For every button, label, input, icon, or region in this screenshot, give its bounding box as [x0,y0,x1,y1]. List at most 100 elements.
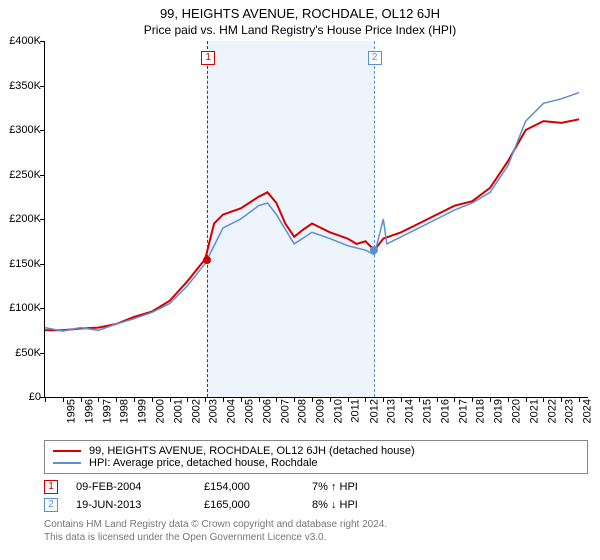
figure: 99, HEIGHTS AVENUE, ROCHDALE, OL12 6JH P… [0,0,600,560]
chart-title: 99, HEIGHTS AVENUE, ROCHDALE, OL12 6JH [0,0,600,21]
footer-line: This data is licensed under the Open Gov… [44,531,588,544]
x-tick [134,397,135,402]
event-table: 1 09-FEB-2004 £154,000 7% ↑ HPI 2 19-JUN-2013… [44,480,588,512]
x-tick [259,397,260,402]
event-number-box: 2 [44,498,58,512]
x-tick [170,397,171,402]
x-tick-label: 2009 [315,399,327,423]
event-dot [370,246,378,254]
x-tick [508,397,509,402]
y-tick [40,219,45,220]
event-dot [203,256,211,264]
x-tick [472,397,473,402]
y-tick [40,264,45,265]
x-tick-label: 1995 [65,399,77,423]
x-tick [294,397,295,402]
x-tick [383,397,384,402]
legend-row: 99, HEIGHTS AVENUE, ROCHDALE, OL12 6JH (… [53,445,579,457]
x-tick [561,397,562,402]
x-tick-label: 2015 [422,399,434,423]
x-tick-label: 2019 [493,399,505,423]
x-tick [348,397,349,402]
x-tick [312,397,313,402]
x-tick-label: 2021 [528,399,540,423]
x-tick [365,397,366,402]
y-tick [40,130,45,131]
series-line [45,93,579,332]
line-plot-svg [45,41,588,397]
legend-swatch [53,450,81,452]
x-tick-label: 2011 [350,399,362,423]
x-tick-label: 2008 [297,399,309,423]
x-tick [223,397,224,402]
x-tick-label: 2003 [208,399,220,423]
y-tick [40,175,45,176]
event-row: 2 19-JUN-2013 £165,000 8% ↓ HPI [44,498,588,512]
x-tick-label: 2022 [546,399,558,423]
x-tick [437,397,438,402]
footer-line: Contains HM Land Registry data © Crown c… [44,518,588,531]
x-tick [241,397,242,402]
event-marker-box: 1 [201,51,215,65]
x-tick-label: 2013 [386,399,398,423]
legend-label: 99, HEIGHTS AVENUE, ROCHDALE, OL12 6JH (… [89,445,415,457]
x-tick-label: 2016 [439,399,451,423]
series-line [45,119,579,330]
event-price: £165,000 [204,499,294,511]
x-tick-label: 2000 [155,399,167,423]
x-tick [276,397,277,402]
chart-subtitle: Price paid vs. HM Land Registry's House … [0,21,600,41]
x-tick-label: 2005 [244,399,256,423]
x-tick-label: 2010 [333,399,345,423]
event-row: 1 09-FEB-2004 £154,000 7% ↑ HPI [44,480,588,494]
x-tick [579,397,580,402]
x-tick-label: 2007 [279,399,291,423]
legend-label: HPI: Average price, detached house, Roch… [89,457,318,469]
y-tick [40,308,45,309]
y-tick [40,41,45,42]
x-tick [45,397,46,402]
x-tick-label: 2006 [261,399,273,423]
x-tick-label: 1999 [137,399,149,423]
x-tick-label: 2017 [457,399,469,423]
x-tick-label: 2004 [226,399,238,423]
event-price: £154,000 [204,481,294,493]
x-tick [205,397,206,402]
x-tick [152,397,153,402]
x-tick-label: 2012 [368,399,380,423]
event-number-box: 1 [44,480,58,494]
x-tick [490,397,491,402]
footer-attribution: Contains HM Land Registry data © Crown c… [44,518,588,544]
x-tick-label: 2001 [172,399,184,423]
x-tick [187,397,188,402]
y-tick [40,86,45,87]
legend-row: HPI: Average price, detached house, Roch… [53,457,579,469]
x-tick-label: 2020 [511,399,523,423]
event-delta: 7% ↑ HPI [312,481,358,493]
x-tick [543,397,544,402]
event-line [374,41,375,397]
event-line [207,41,208,397]
event-delta: 8% ↓ HPI [312,499,358,511]
x-tick-label: 2018 [475,399,487,423]
x-tick [401,397,402,402]
x-tick-label: 2024 [582,399,594,423]
x-tick [526,397,527,402]
x-tick [98,397,99,402]
x-tick [81,397,82,402]
legend-box: 99, HEIGHTS AVENUE, ROCHDALE, OL12 6JH (… [44,440,588,474]
event-date: 09-FEB-2004 [76,481,186,493]
y-tick [40,353,45,354]
event-date: 19-JUN-2013 [76,499,186,511]
x-tick-label: 2002 [190,399,202,423]
x-tick [419,397,420,402]
x-tick [330,397,331,402]
x-tick-label: 1997 [101,399,113,423]
x-tick-label: 1998 [119,399,131,423]
legend-swatch [53,462,81,464]
x-tick [63,397,64,402]
event-marker-box: 2 [368,51,382,65]
chart-plot-area: £0£50K£100K£150K£200K£250K£300K£350K£400… [44,41,588,398]
x-tick-label: 2014 [404,399,416,423]
x-tick-label: 1996 [83,399,95,423]
